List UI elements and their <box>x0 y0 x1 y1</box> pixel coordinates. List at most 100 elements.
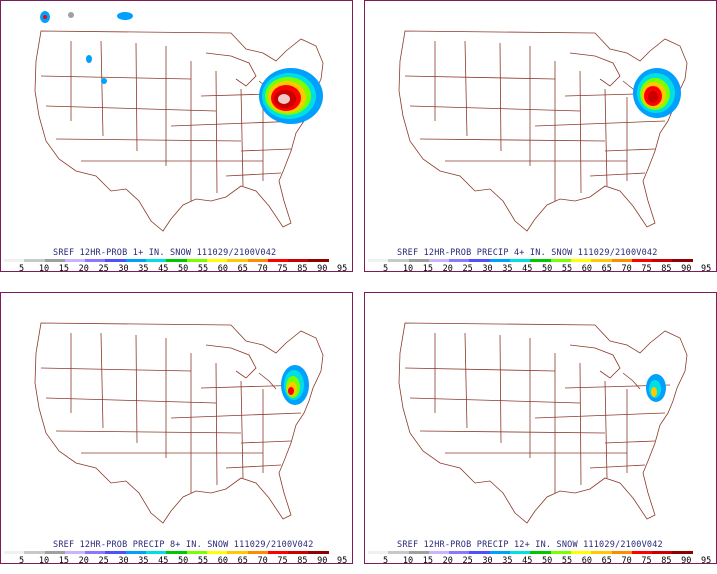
color-scale-swatch <box>267 551 289 554</box>
color-scale-swatch <box>570 551 592 554</box>
color-scale-swatch <box>24 551 45 554</box>
color-scale-swatch <box>105 551 126 554</box>
color-scale-tick-label: 70 <box>257 556 268 566</box>
color-scale-swatch <box>692 259 714 262</box>
color-scale-tick-label: 70 <box>621 264 632 274</box>
color-scale-tick-label: 25 <box>462 264 473 274</box>
color-scale-swatch <box>368 551 389 554</box>
color-scale-swatch <box>449 551 470 554</box>
color-scale-swatch <box>591 551 612 554</box>
color-scale-swatch <box>550 551 571 554</box>
color-scale-tick-label: 20 <box>442 264 453 274</box>
color-scale-swatch <box>267 259 289 262</box>
color-scale-swatch <box>206 551 228 554</box>
snow-probability-area <box>646 374 666 402</box>
color-scale-swatch <box>449 259 470 262</box>
color-scale-tick-label: 90 <box>681 556 692 566</box>
color-scale-tick-label: 90 <box>681 264 692 274</box>
color-scale-tick-label: 75 <box>277 556 288 566</box>
us-map-3 <box>34 322 324 524</box>
color-scale-swatch <box>530 551 551 554</box>
color-scale-swatch <box>4 259 25 262</box>
panel-title: SREF 12HR-PROB PRECIP 4+ IN. SNOW 111029… <box>397 248 658 258</box>
color-scale-swatch <box>611 551 632 554</box>
color-scale-swatch <box>652 551 673 554</box>
color-scale-swatch <box>631 259 653 262</box>
color-scale-tick-label: 25 <box>462 556 473 566</box>
map-panel-2: SREF 12HR-PROB PRECIP 4+ IN. SNOW 111029… <box>364 0 717 274</box>
color-scale-tick-label: 5 <box>383 264 389 274</box>
color-scale-tick-label: 60 <box>581 264 592 274</box>
color-scale-tick-label: 35 <box>138 264 149 274</box>
color-scale-swatch <box>428 551 450 554</box>
color-scale-swatch <box>672 259 693 262</box>
color-scale-swatch <box>428 259 450 262</box>
color-scale-swatch <box>469 259 490 262</box>
color-scale-tick-label: 85 <box>661 556 672 566</box>
color-scale-tick-label: 65 <box>601 264 612 274</box>
color-scale-tick-label: 15 <box>422 556 433 566</box>
color-scale-tick-label: 30 <box>482 264 493 274</box>
state-boundaries <box>34 322 324 524</box>
color-scale-tick-label: 55 <box>561 264 573 274</box>
color-scale-tick-label: 50 <box>542 264 553 274</box>
color-scale-tick-label: 45 <box>522 264 533 274</box>
color-scale-swatch <box>125 259 147 262</box>
color-scale-tick-label: 85 <box>297 556 308 566</box>
color-scale-tick-label: 30 <box>482 556 493 566</box>
state-boundaries <box>398 322 688 524</box>
color-scale-tick-label: 25 <box>98 556 109 566</box>
us-map-1 <box>34 11 324 232</box>
color-scale-tick-label: 55 <box>561 556 573 566</box>
color-scale-swatch <box>85 259 106 262</box>
color-scale-tick-label: 50 <box>178 556 189 566</box>
state-boundaries <box>34 30 324 232</box>
color-scale-tick-label: 20 <box>78 556 89 566</box>
color-scale-swatch <box>489 551 511 554</box>
color-scale-tick-label: 85 <box>661 264 672 274</box>
color-scale-swatch <box>489 259 511 262</box>
color-scale-tick-label: 15 <box>58 556 69 566</box>
snow-probability-area <box>633 68 681 118</box>
color-scale-swatch <box>550 259 571 262</box>
color-scale-swatch <box>166 551 187 554</box>
map-panel-4: SREF 12HR-PROB PRECIP 12+ IN. SNOW 11102… <box>364 292 717 566</box>
color-scale-tick-label: 45 <box>158 556 169 566</box>
snow-probability-area <box>40 11 323 124</box>
color-scale-swatch <box>308 259 329 262</box>
color-scale-swatch <box>388 551 409 554</box>
color-scale-swatch <box>186 551 207 554</box>
color-scale-swatch <box>652 259 673 262</box>
color-scale-swatch <box>24 259 45 262</box>
color-scale-tick-label: 35 <box>502 264 513 274</box>
color-scale-swatch <box>64 551 86 554</box>
color-scale-tick-label: 10 <box>402 556 414 566</box>
color-scale-swatch <box>510 259 531 262</box>
color-scale-tick-label: 65 <box>237 264 248 274</box>
color-scale-tick-label: 5 <box>383 556 389 566</box>
color-scale-swatch <box>692 551 714 554</box>
map-panel-1: SREF 12HR-PROB 1+ IN. SNOW 111029/2100V0… <box>0 0 353 274</box>
color-scale-tick-label: 95 <box>701 556 712 566</box>
color-scale-swatch <box>146 551 167 554</box>
color-scale-tick-label: 60 <box>217 264 228 274</box>
color-scale-tick-label: 5 <box>19 264 25 274</box>
color-scale-swatch <box>672 551 693 554</box>
color-scale-bar <box>4 551 350 554</box>
color-scale-tick-label: 65 <box>237 556 248 566</box>
color-scale-swatch <box>530 259 551 262</box>
color-scale-swatch <box>125 551 147 554</box>
color-scale-tick-label: 20 <box>78 264 89 274</box>
color-scale-tick-label: 90 <box>317 556 328 566</box>
color-scale-tick-label: 55 <box>197 556 209 566</box>
color-scale-swatch <box>44 551 65 554</box>
color-scale-tick-label: 15 <box>58 264 69 274</box>
panel-title: SREF 12HR-PROB PRECIP 8+ IN. SNOW 111029… <box>53 540 314 550</box>
color-scale-tick-label: 60 <box>581 556 592 566</box>
color-scale-swatch <box>85 551 106 554</box>
color-scale-swatch <box>247 551 268 554</box>
color-scale-swatch <box>328 551 350 554</box>
color-scale-tick-label: 75 <box>641 264 652 274</box>
color-scale-tick-label: 10 <box>38 264 50 274</box>
color-scale-tick-label: 65 <box>601 556 612 566</box>
